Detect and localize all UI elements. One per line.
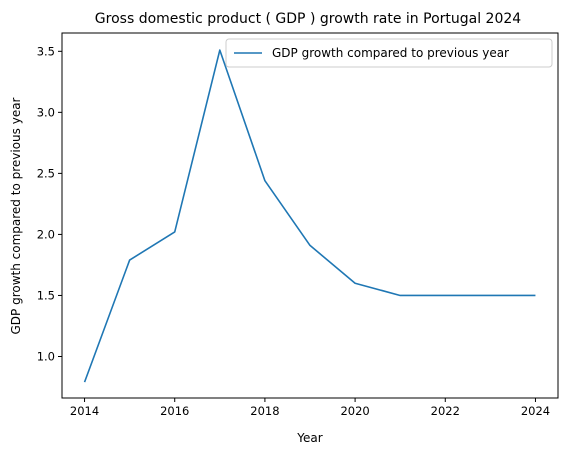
x-tick-label: 2014 — [70, 404, 99, 418]
y-axis-label: GDP growth compared to previous year — [9, 97, 23, 334]
y-axis: 1.0 1.5 2.0 2.5 3.0 3.5 — [37, 44, 62, 363]
x-axis: 2014 2016 2018 2020 2022 2024 — [70, 398, 550, 418]
x-tick-label: 2016 — [160, 404, 189, 418]
chart-title: Gross domestic product ( GDP ) growth ra… — [95, 11, 521, 27]
y-tick-label: 2.0 — [37, 227, 55, 241]
series-layer — [83, 49, 536, 383]
series-line — [83, 49, 536, 383]
legend-entry: GDP growth compared to previous year — [272, 46, 509, 60]
legend-box — [225, 38, 553, 68]
x-axis-label: Year — [296, 431, 322, 445]
y-tick-label: 1.5 — [37, 288, 55, 302]
x-tick-label: 2018 — [250, 404, 279, 418]
plot-area: 2014 2016 2018 2020 2022 2024 1.0 1.5 2.0 2.5 3.0… — [37, 32, 559, 418]
legend: GDP growth compared to previous year — [225, 38, 553, 68]
x-tick-label: 2022 — [431, 404, 460, 418]
y-tick-label: 1.0 — [37, 349, 55, 363]
plot-frame — [61, 32, 559, 399]
x-tick-label: 2024 — [521, 404, 550, 418]
y-tick-label: 3.0 — [37, 105, 55, 119]
y-tick-label: 2.5 — [37, 166, 55, 180]
y-tick-label: 3.5 — [37, 44, 55, 58]
x-tick-label: 2020 — [340, 404, 369, 418]
